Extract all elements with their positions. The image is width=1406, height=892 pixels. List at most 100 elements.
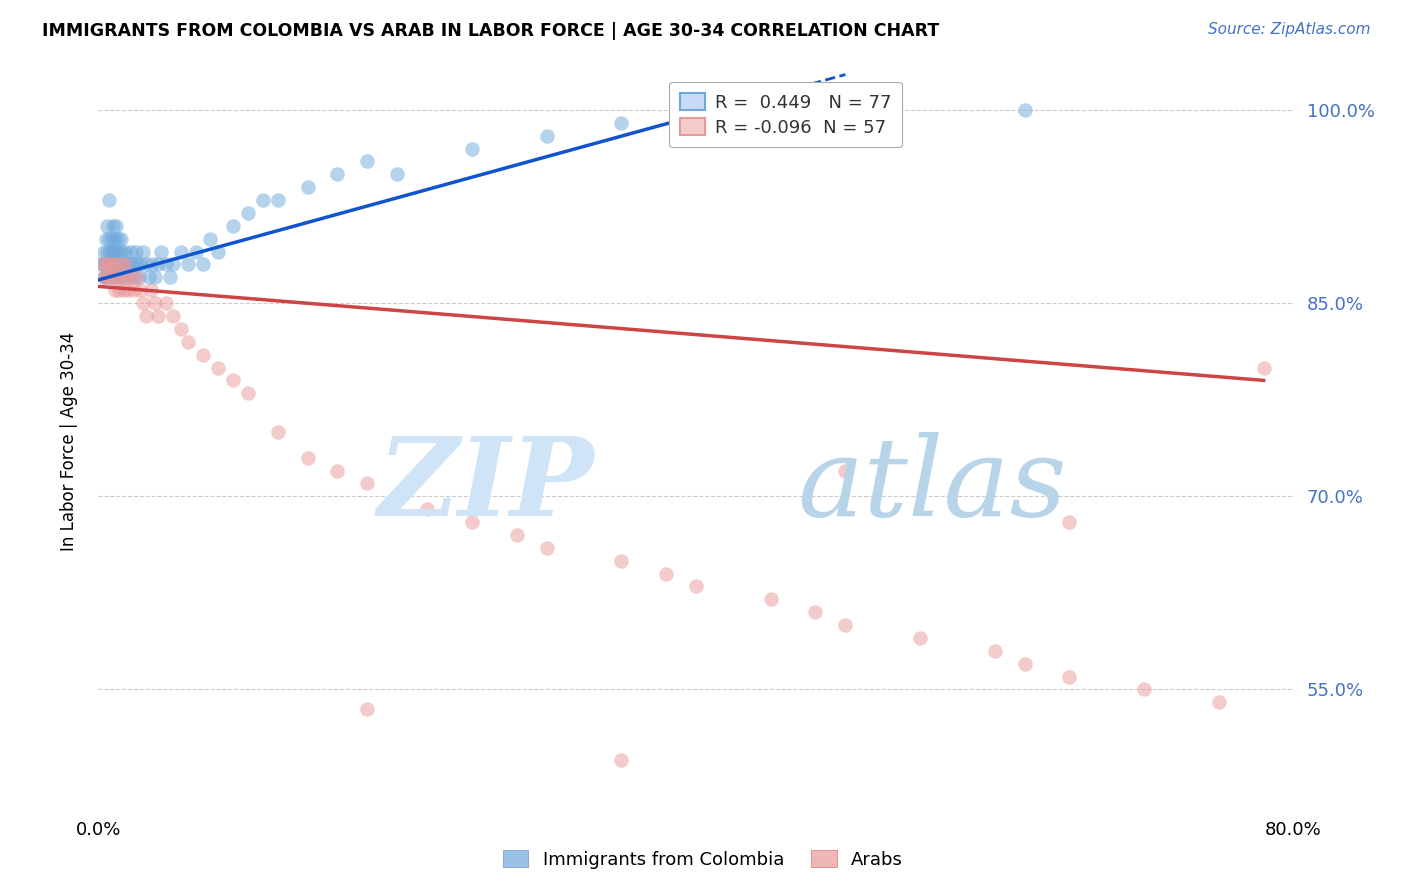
Point	[139, 283, 162, 297]
Point	[1059, 515, 1081, 529]
Point	[326, 463, 349, 477]
Point	[162, 258, 184, 272]
Point	[94, 258, 117, 272]
Point	[108, 283, 131, 297]
Point	[118, 258, 141, 272]
Point	[96, 270, 118, 285]
Point	[177, 334, 200, 349]
Point	[143, 296, 166, 310]
Point	[236, 386, 259, 401]
Point	[356, 154, 378, 169]
Point	[108, 244, 131, 259]
Point	[141, 258, 163, 272]
Legend: R =  0.449   N = 77, R = -0.096  N = 57: R = 0.449 N = 77, R = -0.096 N = 57	[669, 82, 901, 147]
Point	[143, 270, 166, 285]
Point	[93, 244, 115, 259]
Point	[105, 258, 128, 272]
Point	[207, 244, 229, 259]
Point	[1014, 103, 1036, 117]
Point	[326, 167, 349, 181]
Point	[94, 270, 117, 285]
Point	[685, 103, 707, 117]
Text: ZIP: ZIP	[378, 433, 595, 540]
Point	[107, 232, 129, 246]
Point	[127, 258, 149, 272]
Point	[834, 618, 856, 632]
Point	[105, 244, 128, 259]
Point	[1133, 682, 1156, 697]
Point	[127, 270, 149, 285]
Point	[93, 270, 115, 285]
Point	[150, 244, 173, 259]
Point	[97, 193, 120, 207]
Legend: Immigrants from Colombia, Arabs: Immigrants from Colombia, Arabs	[496, 843, 910, 876]
Point	[162, 309, 184, 323]
Point	[115, 258, 138, 272]
Point	[91, 258, 114, 272]
Point	[104, 232, 127, 246]
Point	[177, 258, 200, 272]
Point	[96, 244, 118, 259]
Text: atlas: atlas	[797, 433, 1067, 540]
Point	[1253, 360, 1275, 375]
Point	[111, 270, 134, 285]
Point	[610, 116, 633, 130]
Point	[110, 258, 132, 272]
Point	[159, 270, 181, 285]
Point	[655, 566, 678, 581]
Point	[103, 244, 125, 259]
Point	[103, 258, 125, 272]
Point	[91, 258, 114, 272]
Point	[138, 270, 160, 285]
Point	[117, 283, 139, 297]
Point	[103, 219, 125, 233]
Point	[110, 232, 132, 246]
Point	[222, 373, 245, 387]
Point	[101, 258, 124, 272]
Point	[252, 193, 274, 207]
Point	[98, 258, 122, 272]
Point	[297, 450, 319, 465]
Point	[865, 103, 887, 117]
Point	[111, 270, 134, 285]
Point	[834, 463, 856, 477]
Point	[506, 528, 529, 542]
Point	[356, 702, 378, 716]
Point	[129, 258, 152, 272]
Point	[804, 605, 827, 619]
Point	[759, 103, 782, 117]
Point	[908, 631, 931, 645]
Point	[207, 360, 229, 375]
Point	[124, 283, 146, 297]
Point	[120, 270, 142, 285]
Point	[1208, 695, 1230, 709]
Point	[128, 270, 150, 285]
Point	[121, 258, 143, 272]
Point	[114, 244, 136, 259]
Point	[105, 219, 128, 233]
Point	[536, 541, 558, 555]
Point	[461, 515, 484, 529]
Point	[101, 270, 124, 285]
Point	[107, 258, 129, 272]
Point	[101, 232, 124, 246]
Point	[94, 258, 117, 272]
Point	[222, 219, 245, 233]
Point	[104, 258, 127, 272]
Point	[169, 322, 191, 336]
Point	[112, 283, 135, 297]
Point	[107, 270, 129, 285]
Point	[267, 193, 290, 207]
Point	[132, 244, 155, 259]
Point	[97, 258, 120, 272]
Point	[685, 579, 707, 593]
Point	[120, 244, 142, 259]
Y-axis label: In Labor Force | Age 30-34: In Labor Force | Age 30-34	[59, 332, 77, 551]
Point	[97, 232, 120, 246]
Point	[610, 753, 633, 767]
Point	[267, 425, 290, 439]
Point	[236, 206, 259, 220]
Point	[93, 270, 115, 285]
Point	[96, 219, 118, 233]
Point	[103, 270, 125, 285]
